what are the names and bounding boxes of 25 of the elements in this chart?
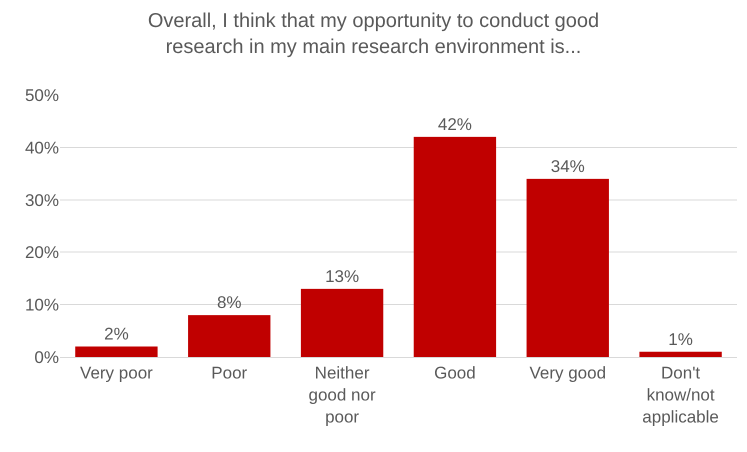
x-tick-label: Neither good nor poor [308, 363, 376, 427]
data-label: 8% [216, 293, 242, 312]
data-label: 34% [550, 156, 585, 176]
bar [300, 288, 384, 357]
bar [75, 346, 158, 357]
data-label: 1% [668, 330, 693, 349]
data-label: 2% [104, 324, 129, 344]
y-tick-label: 10% [24, 296, 59, 315]
x-tick-label: Good [434, 363, 476, 382]
y-tick-label: 0% [34, 348, 59, 367]
y-tick-label: 30% [24, 190, 59, 210]
bar [639, 352, 722, 357]
data-label: 13% [325, 266, 360, 286]
x-tick-label: Very poor [80, 363, 154, 382]
data-label: 42% [438, 114, 472, 134]
bar [414, 136, 496, 357]
y-tick-label: 50% [24, 86, 59, 105]
x-tick-label: Poor [211, 363, 248, 382]
x-tick-label: Don't know/not applicable [642, 363, 719, 427]
y-tick-label: 40% [24, 138, 59, 158]
bar [188, 315, 270, 357]
y-tick-label: 20% [24, 243, 59, 262]
x-tick-label: Very good [529, 363, 606, 382]
chart-title: Overall, I think that my opportunity to conduct good research in my main research environment is... [148, 10, 600, 58]
bar [526, 178, 609, 357]
